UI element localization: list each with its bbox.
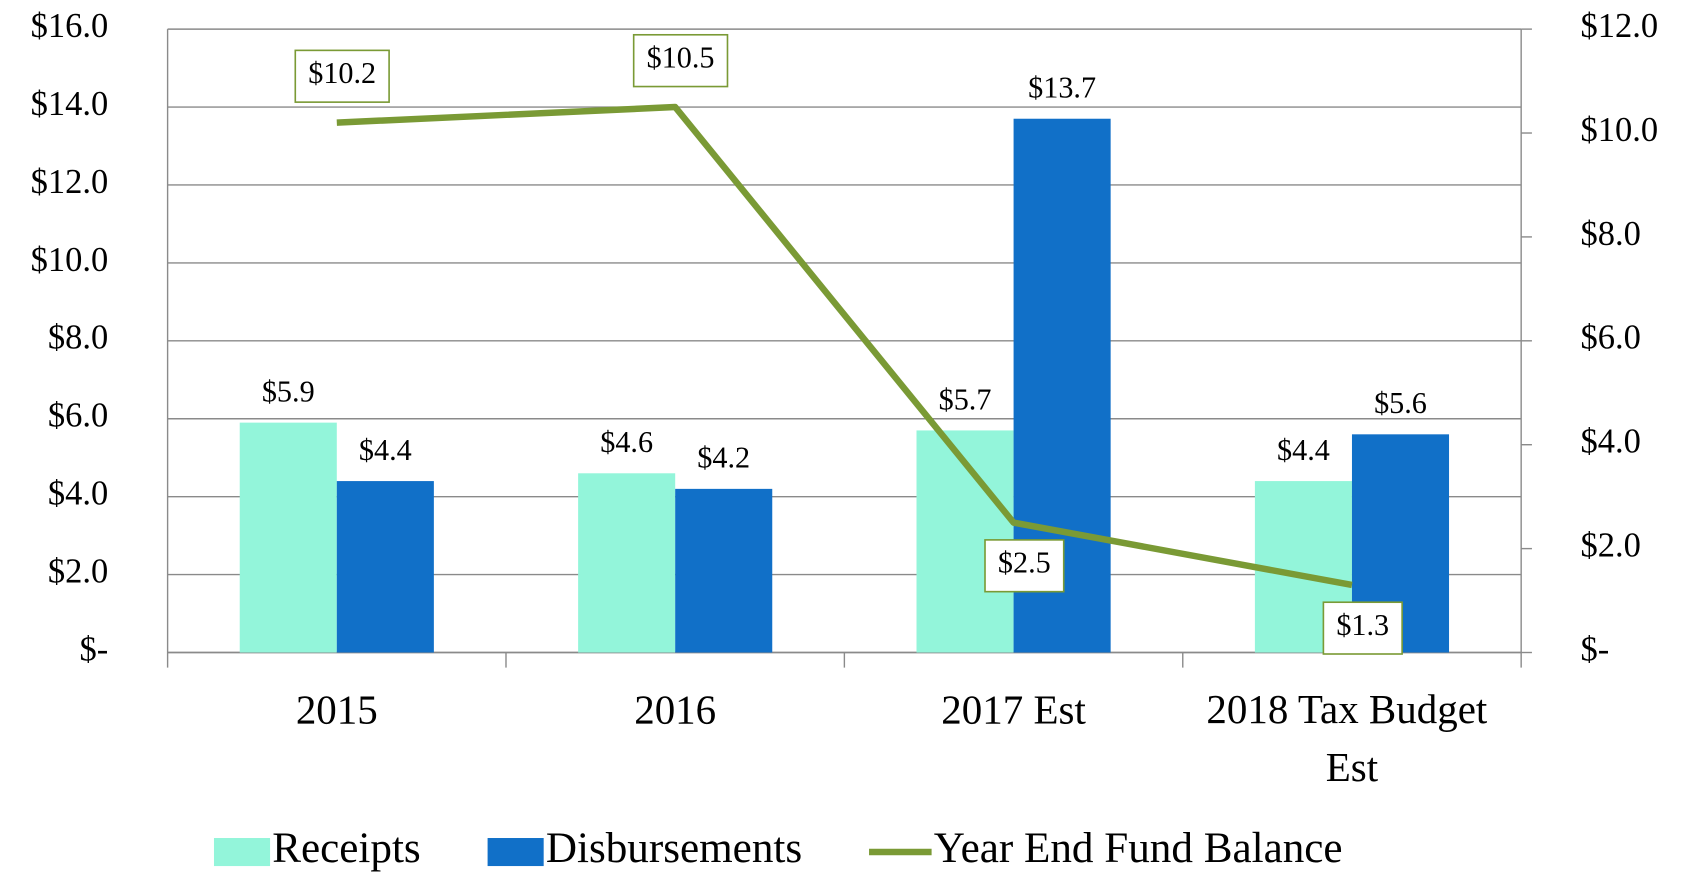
data-label-box bbox=[984, 539, 1065, 593]
y-tick-label: $14.0 bbox=[31, 85, 109, 123]
x-tick-label: 2015 bbox=[296, 686, 378, 732]
legend-swatch bbox=[213, 838, 271, 867]
data-label-box bbox=[294, 49, 390, 103]
y-tick-label: $2.0 bbox=[48, 553, 108, 591]
x-tick-label: 2017 Est bbox=[941, 686, 1086, 732]
y-tick-label: $16.0 bbox=[31, 7, 109, 45]
data-label: $4.4 bbox=[1277, 433, 1330, 467]
y2-tick-label: $- bbox=[1580, 630, 1609, 668]
legend-label: Receipts bbox=[272, 825, 420, 872]
line bbox=[336, 103, 1353, 589]
data-label: $5.6 bbox=[1374, 386, 1427, 420]
data-label: $2.5 bbox=[998, 546, 1051, 580]
data-label: $10.2 bbox=[308, 56, 376, 90]
data-label: $5.7 bbox=[939, 382, 992, 416]
y2-tick-label: $10.0 bbox=[1580, 111, 1658, 149]
y-tick-label: $12.0 bbox=[31, 163, 109, 201]
legend-swatch bbox=[487, 838, 544, 867]
data-label: $4.4 bbox=[359, 433, 412, 467]
y2-tick-label: $6.0 bbox=[1580, 319, 1640, 357]
legend-label: Year End Fund Balance bbox=[934, 825, 1343, 872]
bar bbox=[578, 473, 676, 653]
x-tick-label-line: Est bbox=[1326, 745, 1379, 791]
data-label: $5.9 bbox=[262, 375, 315, 409]
y-tick-label: $- bbox=[80, 630, 109, 668]
data-label-box bbox=[632, 33, 729, 88]
y2-tick-label: $2.0 bbox=[1580, 527, 1640, 565]
y-tick-label: $10.0 bbox=[31, 241, 109, 279]
x-tick-label-line: 2018 Tax Budget bbox=[1206, 686, 1497, 732]
y-tick-label: $6.0 bbox=[48, 397, 108, 435]
data-label: $13.7 bbox=[1028, 71, 1096, 105]
bar bbox=[336, 481, 434, 653]
data-label-box bbox=[1322, 601, 1403, 655]
data-label: $4.2 bbox=[697, 441, 750, 475]
y2-tick-label: $12.0 bbox=[1580, 7, 1658, 45]
bar bbox=[675, 488, 773, 653]
data-label: $10.5 bbox=[647, 41, 715, 75]
data-label: $4.6 bbox=[600, 425, 653, 459]
data-label: $1.3 bbox=[1336, 608, 1389, 642]
y-tick-label: $8.0 bbox=[48, 319, 108, 357]
legend-label: Disbursements bbox=[546, 825, 802, 872]
x-tick-label: 2016 bbox=[634, 686, 716, 732]
y2-tick-label: $8.0 bbox=[1580, 215, 1640, 253]
y-tick-label: $4.0 bbox=[48, 475, 108, 513]
x-tick-label: 2018 Tax Budget Est bbox=[1206, 686, 1497, 790]
bar bbox=[239, 422, 337, 653]
y2-tick-label: $4.0 bbox=[1580, 423, 1640, 461]
